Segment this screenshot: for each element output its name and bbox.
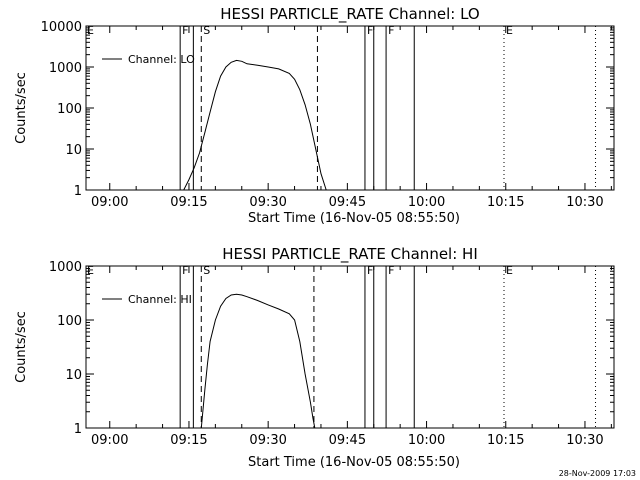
event-marker-label: F	[388, 264, 394, 277]
event-marker-label: F	[388, 24, 394, 37]
plot-channel-lo: HESSI PARTICLE_RATE Channel: LO 09:00 09:1…	[14, 5, 615, 226]
y-tick-label: 10000	[41, 20, 82, 35]
x-tick-label: 10:30	[566, 433, 603, 448]
y-tick-label: 10	[65, 143, 82, 158]
corner-flag-label: E	[87, 264, 94, 277]
x-tick-label: 09:30	[249, 195, 286, 210]
x-tick-label: 09:15	[170, 195, 207, 210]
y-axis-label: Counts/sec	[14, 311, 29, 383]
series-line	[183, 59, 327, 191]
y-tick-label: 1	[74, 422, 82, 437]
y-tick-label: 100	[57, 314, 82, 329]
x-axis-label: Start Time (16-Nov-05 08:55:50)	[248, 211, 460, 226]
y-tick-label: 1000	[49, 61, 82, 76]
x-tick-label: 10:15	[487, 433, 524, 448]
x-tick-label: 09:15	[170, 433, 207, 448]
y-axis-label: Counts/sec	[14, 72, 29, 144]
y-tick-label: 1	[74, 184, 82, 199]
event-marker-label: S	[203, 24, 210, 37]
legend-label: Channel: HI	[128, 293, 192, 306]
x-tick-label: 09:00	[91, 195, 128, 210]
chart-title: HESSI PARTICLE_RATE Channel: HI	[222, 245, 478, 264]
plot-frame	[85, 25, 615, 191]
legend-label: Channel: LO	[128, 53, 195, 66]
x-tick-label: 10:15	[487, 195, 524, 210]
event-marker-label: E	[506, 264, 513, 277]
event-marker-label: F	[182, 264, 188, 277]
y-tick-label: 1000	[49, 260, 82, 275]
timestamp-footer: 28-Nov-2009 17:03	[559, 469, 636, 478]
x-tick-label: 10:00	[408, 195, 445, 210]
plot-channel-hi: HESSI PARTICLE_RATE Channel: HI 09:00 09:1…	[14, 245, 615, 470]
corner-flag-label: E	[87, 24, 94, 37]
x-axis-label: Start Time (16-Nov-05 08:55:50)	[248, 455, 460, 470]
event-marker-label: S	[203, 264, 210, 277]
y-tick-label: 10	[65, 368, 82, 383]
plot-frame	[85, 265, 615, 429]
x-tick-label: 09:00	[91, 433, 128, 448]
x-tick-label: 09:45	[329, 433, 366, 448]
x-tick-label: 10:30	[566, 195, 603, 210]
event-marker-label: F	[182, 24, 188, 37]
chart-title: HESSI PARTICLE_RATE Channel: LO	[220, 5, 479, 24]
event-marker-label: F	[367, 24, 373, 37]
x-tick-label: 09:30	[249, 433, 286, 448]
series-line	[200, 293, 316, 429]
event-marker-label: E	[506, 24, 513, 37]
x-tick-label: 10:00	[408, 433, 445, 448]
y-tick-label: 100	[57, 102, 82, 117]
x-tick-label: 09:45	[329, 195, 366, 210]
event-marker-label: F	[367, 264, 373, 277]
